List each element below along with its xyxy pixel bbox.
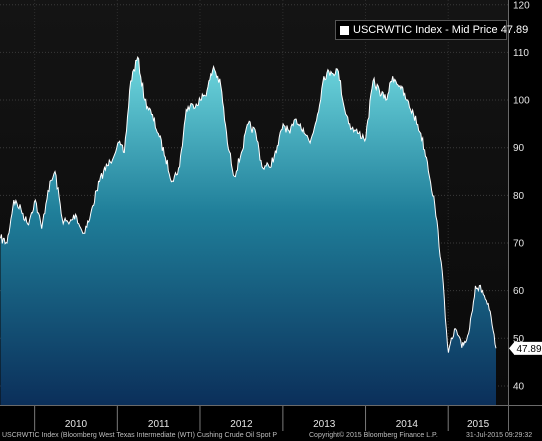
x-tick-label: 2012 [230, 419, 253, 430]
x-tick-label: 2011 [148, 419, 170, 430]
footer: USCRWTIC Index (Bloomberg West Texas Int… [0, 431, 542, 441]
series-line [0, 56, 497, 353]
x-tick-label: 2013 [313, 419, 336, 430]
y-tick-label: 90 [513, 143, 525, 154]
y-tick-label: 80 [513, 191, 525, 202]
footer-index-description: USCRWTIC Index (Bloomberg West Texas Int… [2, 432, 278, 439]
x-tick-label: 2014 [396, 419, 419, 430]
y-tick-label: 70 [513, 239, 525, 250]
y-tick-label: 40 [513, 381, 525, 392]
footer-timestamp: 31-Jul-2015 09:29:32 [466, 432, 533, 439]
last-value-arrow [509, 342, 514, 355]
y-axis-ticks: 40 50 60 70 80 90 100 110 120 [513, 0, 530, 392]
y-tick-label: 120 [513, 0, 530, 11]
series-area [0, 57, 496, 405]
footer-copyright: Copyright© 2015 Bloomberg Finance L.P. [309, 432, 438, 439]
last-value-marker: 47.89 [509, 341, 542, 355]
last-value-box [514, 341, 542, 355]
x-axis-ticks: 2010 2011 2012 2013 2014 2015 [65, 419, 490, 430]
y-tick-label: 50 [513, 334, 525, 345]
y-tick-label: 100 [513, 96, 530, 107]
x-tick-label: 2010 [65, 419, 88, 430]
y-tick-label: 110 [513, 48, 529, 59]
y-tick-label: 60 [513, 286, 525, 297]
legend-label: USCRWTIC Index - Mid Price 47.89 [353, 24, 529, 36]
legend: USCRWTIC Index - Mid Price 47.89 [335, 20, 528, 40]
legend-swatch [340, 25, 349, 35]
x-tick-label: 2015 [467, 419, 490, 430]
x-axis-separators [0, 0, 542, 431]
last-value-label: 47.89 [516, 344, 541, 355]
